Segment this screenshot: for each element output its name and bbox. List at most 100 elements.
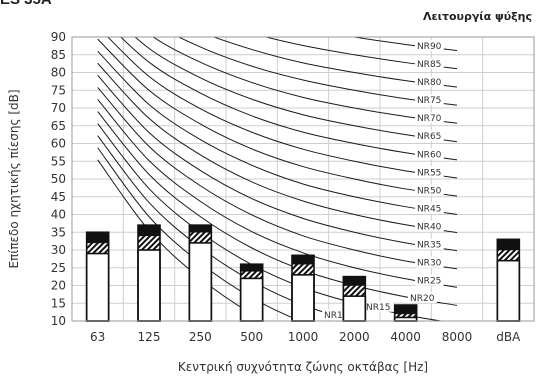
bar-hatched-segment (137, 235, 161, 251)
nr-curve-label: NR35 (417, 241, 441, 251)
x-tick-label: 125 (138, 330, 161, 344)
nr-curve-label: NR90 (417, 42, 442, 52)
nr-curve-label: NR80 (417, 78, 442, 88)
nr-curve-label: NR50 (417, 187, 442, 197)
nr-curve-label: NR20 (410, 294, 435, 304)
bar-lower-segment (239, 277, 264, 322)
x-axis-label: Κεντρική συχνότητα ζώνης οκτάβας [Hz] (178, 360, 428, 374)
nr-curve (97, 50, 458, 215)
bar-hatched-segment (291, 263, 315, 276)
nr-curve (97, 87, 458, 270)
nr-curves (97, 37, 458, 321)
bar-lower-segment (291, 274, 315, 322)
y-tick-label: 60 (51, 137, 66, 151)
bars (85, 224, 521, 322)
bar-lower-segment (496, 259, 521, 322)
nr-label-bg (414, 238, 444, 250)
y-tick-label: 85 (51, 48, 66, 62)
y-tick-label: 20 (51, 279, 66, 293)
nr-label-bg (408, 291, 437, 303)
nr-curve (97, 111, 458, 306)
nr-curve-label: NR10 (324, 311, 349, 321)
bar-lower-segment (137, 249, 161, 322)
nr-curve-label: NR55 (417, 168, 441, 178)
y-tick-label: 80 (51, 66, 66, 80)
nr-curve (97, 147, 302, 321)
x-tick-label: 63 (90, 330, 105, 344)
bar-upper-segment (240, 264, 263, 272)
x-tick-label: dBA (496, 330, 521, 344)
nr-label-bg (414, 274, 444, 286)
bar-hatched-segment (86, 242, 109, 254)
nr-label-bg (414, 39, 444, 51)
nr-labels: NR10 NR15 NR20 NR25 NR30 NR35 NR40 NR45 NR50 NR55… (322, 39, 444, 321)
nr-label-bg (364, 300, 393, 312)
nr-label-bg (414, 166, 444, 178)
nr-label-bg (414, 256, 444, 268)
nr-curve (177, 37, 458, 106)
bar-upper-segment (86, 232, 109, 243)
y-tick-label: 10 (51, 314, 66, 328)
nr-curve-label: NR70 (417, 114, 442, 124)
chart-title: ES 35A (0, 0, 52, 8)
y-tick-label: 35 (51, 225, 66, 239)
bar-upper-segment (189, 225, 212, 233)
y-tick-label: 70 (51, 101, 66, 115)
nr-label-bg (414, 184, 444, 196)
nr-curve (97, 99, 458, 288)
nr-label-bg (414, 57, 444, 69)
y-tick-label: 45 (51, 190, 66, 204)
bar-upper-segment (497, 239, 520, 250)
bar-upper-segment (138, 225, 160, 236)
nr-curve (351, 37, 458, 51)
y-tick-label: 15 (51, 296, 66, 310)
y-tick-label: 75 (51, 83, 66, 97)
nr-curve (212, 37, 458, 88)
x-tick-label: 250 (189, 330, 212, 344)
nr-curve (107, 37, 458, 179)
nr-label-bg (414, 202, 444, 214)
nr-curve (119, 37, 458, 161)
x-tick-label: 8000 (442, 330, 473, 344)
bar-lower-segment (188, 242, 213, 322)
nr-curve (264, 37, 458, 70)
bar-lower-segment (342, 295, 367, 322)
x-tick-label: 4000 (390, 330, 421, 344)
bar-hatched-segment (189, 231, 212, 244)
y-tick-label: 90 (51, 30, 66, 44)
nr-curve-label: NR45 (417, 204, 441, 214)
nr-label-bg (414, 94, 444, 106)
nr-label-bg (414, 148, 444, 160)
bar-upper-segment (292, 255, 314, 265)
y-tick-label: 30 (51, 243, 66, 257)
nr-label-bg (322, 308, 351, 320)
nr-curve (97, 135, 357, 321)
nr-curve-label: NR60 (417, 150, 442, 160)
chart-subtitle: Λειτουργία ψύξης (423, 10, 532, 23)
bar-hatched-segment (497, 249, 520, 261)
nr-curve (97, 62, 458, 234)
nr-curve-label: NR15 (366, 303, 390, 313)
nr-curve-label: NR25 (417, 277, 441, 287)
nr-curve-label: NR65 (417, 132, 441, 142)
bar-hatched-segment (240, 270, 263, 279)
bar-upper-segment (394, 305, 417, 314)
y-tick-label: 55 (51, 154, 66, 168)
nr-curve-label: NR30 (417, 259, 442, 269)
bar-lower-segment (85, 252, 110, 322)
x-tick-label: 1000 (288, 330, 319, 344)
x-tick-label: 500 (240, 330, 263, 344)
nr-curve (97, 75, 458, 252)
nr-curve-label: NR40 (417, 223, 442, 233)
nr-curve (152, 37, 458, 124)
nr-label-bg (414, 130, 444, 142)
y-axis-label: Επίπεδο ηχητικής πίεσης [dB] (7, 89, 21, 268)
y-tick-label: 40 (51, 208, 66, 222)
nr-curve-label: NR85 (417, 60, 441, 70)
bar-hatched-segment (343, 285, 366, 297)
axes: 10 15 20 25 30 35 40 45 50 55 60 65 70 75 80 85 90 63 125 2… (51, 30, 535, 344)
nr-label-bg (414, 220, 444, 232)
x-tick-label: 2000 (339, 330, 370, 344)
y-tick-label: 65 (51, 119, 66, 133)
